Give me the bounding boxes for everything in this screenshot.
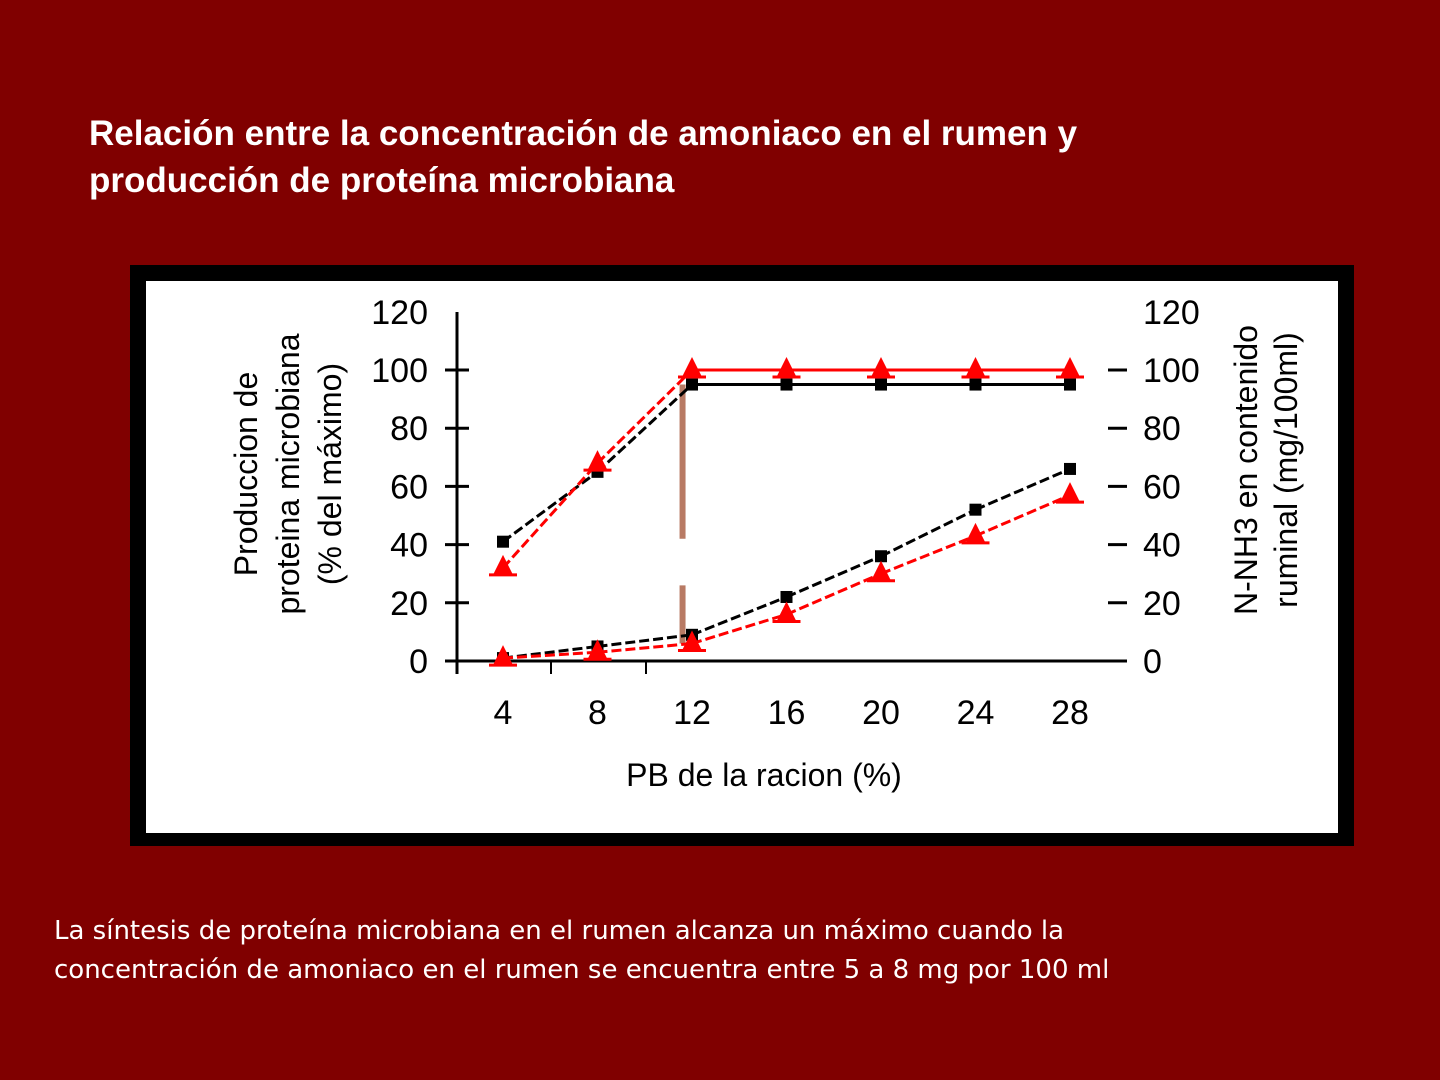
series-line — [597, 633, 693, 648]
triangle-marker-icon — [682, 630, 702, 651]
square-marker-icon — [1064, 462, 1076, 475]
caption-line2: concentración de amoniaco en el rumen se… — [54, 955, 1110, 985]
y-left-axis-title: Produccion de — [228, 372, 264, 577]
chart-plot-area — [146, 281, 1338, 833]
x-tick-label: 8 — [588, 694, 607, 732]
series-line — [502, 650, 598, 660]
square-marker-icon — [497, 535, 509, 548]
series-line — [974, 493, 1071, 538]
y-left-tick-label: 20 — [390, 585, 428, 623]
triangle-marker-icon — [493, 554, 513, 575]
x-tick-label: 28 — [1051, 694, 1089, 732]
y-right-tick-label: 0 — [1143, 643, 1162, 681]
chart-axes — [445, 312, 1127, 674]
square-marker-icon — [780, 590, 793, 603]
series-line — [880, 534, 977, 576]
slide-title-line1: Relación entre la concentración de amoni… — [89, 114, 1078, 153]
series-line — [785, 554, 882, 599]
slide-caption: La síntesis de proteína microbiana en el… — [54, 912, 1354, 990]
y-right-tick-label: 40 — [1143, 527, 1181, 565]
series-line — [501, 462, 599, 569]
y-right-tick-label: 80 — [1143, 410, 1181, 448]
square-marker-icon — [969, 378, 982, 391]
triangle-marker-icon — [871, 357, 891, 377]
square-marker-icon — [686, 378, 698, 391]
y-right-tick-label: 100 — [1143, 352, 1200, 390]
y-left-tick-label: 60 — [390, 468, 428, 506]
series-line — [596, 368, 694, 465]
y-left-tick-label: 0 — [409, 643, 428, 681]
series-line — [691, 595, 788, 637]
caption-line1: La síntesis de proteína microbiana en el… — [54, 916, 1065, 946]
chart-labels: 0 20 40 60 80 100 120 0 20 40 60 80 100 120 4 8 12 16 20 24… — [228, 294, 1304, 793]
square-marker-icon — [875, 378, 887, 391]
slide-title-line2: producción de proteína microbiana — [89, 161, 675, 200]
series-line — [880, 508, 977, 558]
triangle-marker-icon — [776, 601, 797, 622]
x-tick-label: 16 — [768, 694, 806, 732]
triangle-marker-icon — [587, 450, 608, 471]
y-right-tick-label: 20 — [1143, 585, 1181, 623]
triangle-marker-icon — [682, 357, 702, 377]
triangle-marker-icon — [493, 645, 513, 666]
y-left-tick-label: 80 — [390, 410, 428, 448]
y-left-tick-label: 120 — [371, 294, 428, 332]
y-right-axis-title: N-NH3 en contenido — [1228, 325, 1264, 615]
x-tick-label: 24 — [957, 694, 995, 732]
series-line — [785, 572, 882, 616]
slide-title: Relación entre la concentración de amoni… — [89, 110, 1339, 204]
series-line — [691, 613, 787, 645]
x-axis-title: PB de la racion (%) — [626, 757, 902, 793]
square-marker-icon — [1064, 378, 1076, 391]
square-marker-icon — [875, 550, 887, 563]
triangle-marker-icon — [1060, 482, 1080, 503]
y-left-axis-title: (% del máximo) — [312, 363, 348, 585]
y-right-tick-label: 120 — [1143, 294, 1200, 332]
triangle-marker-icon — [776, 357, 797, 377]
y-left-tick-label: 100 — [371, 352, 428, 390]
square-marker-icon — [780, 378, 793, 391]
x-tick-label: 12 — [673, 694, 711, 732]
square-marker-icon — [969, 503, 982, 516]
chart-series — [489, 357, 1084, 667]
series-line — [502, 470, 599, 543]
x-tick-label: 4 — [494, 694, 513, 732]
y-left-axis-title: proteina microbiana — [270, 333, 306, 614]
series-line — [974, 467, 1071, 512]
y-left-tick-label: 40 — [390, 527, 428, 565]
x-tick-label: 20 — [862, 694, 900, 732]
triangle-marker-icon — [965, 522, 986, 543]
triangle-marker-icon — [1060, 357, 1080, 377]
series-line — [596, 383, 694, 473]
triangle-marker-icon — [965, 357, 986, 377]
series-line — [597, 642, 693, 654]
triangle-marker-icon — [587, 639, 608, 660]
y-right-axis-title: ruminal (mg/100ml) — [1268, 332, 1304, 608]
y-right-tick-label: 60 — [1143, 468, 1181, 506]
triangle-marker-icon — [871, 560, 891, 581]
